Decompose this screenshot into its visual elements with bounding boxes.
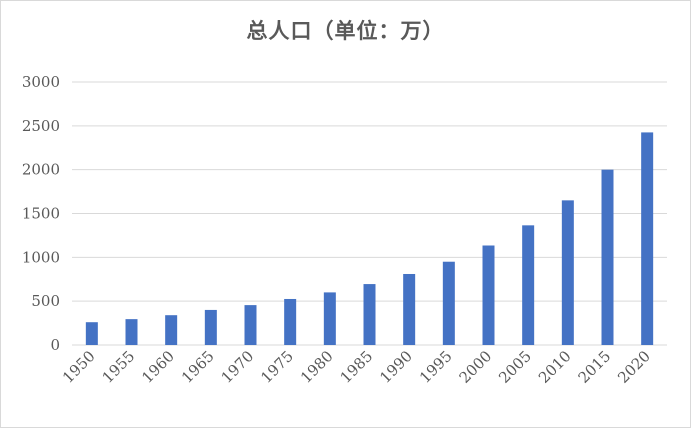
y-tick-label: 500 — [31, 292, 60, 310]
x-tick-label: 1950 — [59, 347, 99, 387]
bar-1985 — [363, 284, 376, 345]
x-tick-label: 2010 — [535, 347, 575, 387]
x-tick-label: 2020 — [614, 347, 654, 387]
chart-title: 总人口（单位：万） — [246, 19, 445, 43]
bar-1975 — [284, 298, 297, 345]
x-tick-label: 2015 — [575, 347, 615, 387]
y-tick-label: 2000 — [22, 161, 60, 179]
bar-1995 — [442, 261, 455, 345]
bar-1990 — [403, 273, 416, 345]
x-tick-label: 1970 — [218, 347, 258, 387]
bar-1960 — [165, 315, 178, 345]
y-tick-label: 0 — [50, 336, 60, 354]
y-tick-label: 1000 — [22, 248, 60, 266]
x-tick-label: 1990 — [376, 347, 416, 387]
bar-2010 — [561, 200, 574, 345]
bar-2000 — [482, 245, 495, 345]
bar-series — [85, 132, 654, 345]
y-tick-label: 3000 — [22, 73, 60, 91]
x-tick-label: 1960 — [138, 347, 178, 387]
bar-1950 — [85, 322, 98, 345]
x-tick-label: 1955 — [99, 347, 139, 387]
bar-1965 — [204, 309, 217, 345]
x-tick-label: 1995 — [416, 347, 456, 387]
x-tick-label: 1975 — [257, 347, 297, 387]
x-tick-label: 2000 — [456, 347, 496, 387]
y-tick-label: 1500 — [22, 205, 60, 223]
bar-1980 — [323, 292, 336, 345]
y-tick-label: 2500 — [22, 117, 60, 135]
bar-1970 — [244, 305, 257, 345]
bar-1955 — [125, 319, 138, 345]
x-tick-label: 1980 — [297, 347, 337, 387]
x-axis-ticks: 1950 1955 1960 1965 1970 1975 1980 1985 1990 1995… — [59, 347, 654, 387]
bar-2015 — [601, 169, 614, 345]
x-tick-label: 2005 — [495, 347, 535, 387]
bar-2005 — [522, 225, 535, 345]
x-tick-label: 1965 — [178, 347, 218, 387]
x-tick-label: 1985 — [337, 347, 377, 387]
y-axis-ticks: 0 500 1000 1500 2000 2500 3000 — [22, 73, 60, 354]
bar-2020 — [641, 132, 654, 345]
